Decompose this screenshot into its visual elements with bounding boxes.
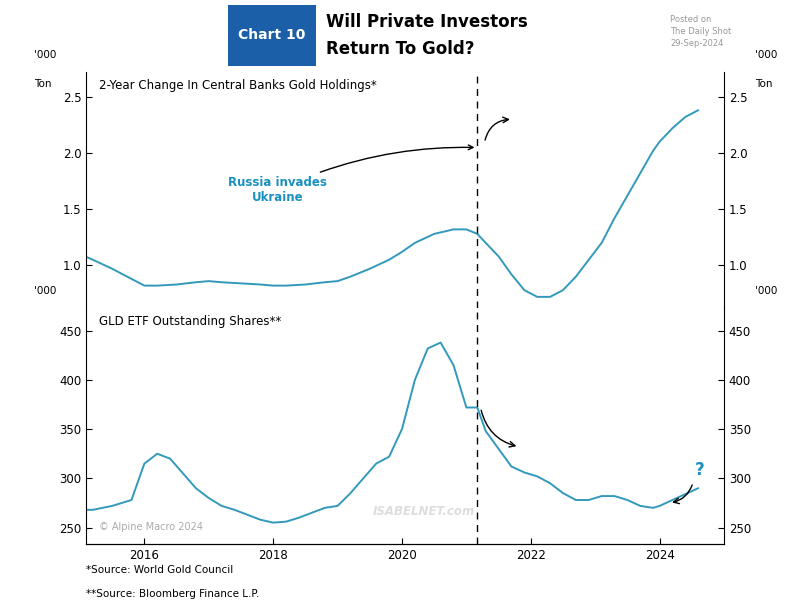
Text: **Source: Bloomberg Finance L.P.: **Source: Bloomberg Finance L.P.	[86, 589, 260, 598]
Text: ?: ?	[694, 461, 705, 480]
Text: Will Private Investors: Will Private Investors	[326, 13, 528, 31]
Text: Posted on: Posted on	[670, 15, 711, 24]
Text: 2-Year Change In Central Banks Gold Holdings*: 2-Year Change In Central Banks Gold Hold…	[99, 79, 377, 92]
Text: The Daily Shot: The Daily Shot	[670, 27, 731, 36]
Text: 29-Sep-2024: 29-Sep-2024	[670, 39, 723, 49]
Text: GLD ETF Outstanding Shares**: GLD ETF Outstanding Shares**	[99, 315, 282, 328]
Text: ISABELNET.com: ISABELNET.com	[374, 505, 475, 518]
Text: Return To Gold?: Return To Gold?	[326, 40, 474, 58]
Text: Russia invades
Ukraine: Russia invades Ukraine	[228, 145, 473, 204]
Text: '000: '000	[754, 50, 777, 60]
Text: Chart 10: Chart 10	[238, 28, 306, 42]
Text: © Alpine Macro 2024: © Alpine Macro 2024	[99, 523, 203, 533]
Text: Ton: Ton	[34, 79, 52, 89]
Text: Ton: Ton	[754, 79, 772, 89]
Text: '000: '000	[34, 287, 57, 296]
Text: '000: '000	[754, 287, 777, 296]
Text: '000: '000	[34, 50, 57, 60]
Bar	[228, 5, 316, 66]
Text: *Source: World Gold Council: *Source: World Gold Council	[86, 565, 234, 575]
